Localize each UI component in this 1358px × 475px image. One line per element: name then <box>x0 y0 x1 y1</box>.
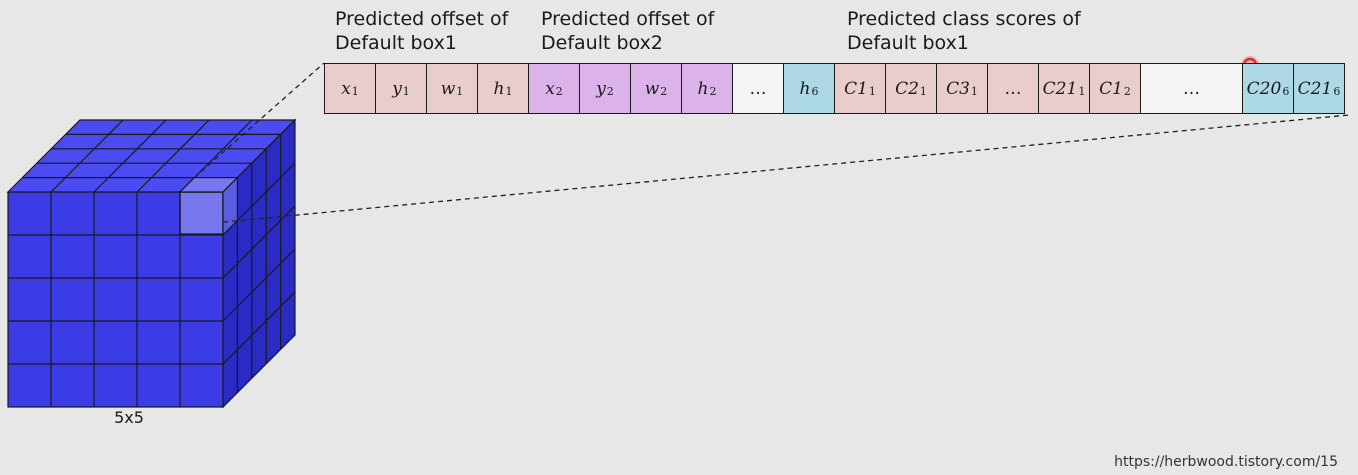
vector-cell: … <box>988 64 1039 113</box>
vector-cell-symbol: y <box>392 78 402 99</box>
vector-cell-symbol: C21 <box>1042 78 1078 99</box>
vector-cell-subscript: 2 <box>606 85 614 98</box>
label-offset-box1: Predicted offset of Default box1 <box>335 7 508 55</box>
vector-cell: C20 6 <box>1243 64 1294 113</box>
vector-cell-symbol: x <box>341 78 351 99</box>
vector-cell: C2 1 <box>886 64 937 113</box>
cube-label: 5x5 <box>114 408 144 427</box>
vector-cell: C1 2 <box>1090 64 1141 113</box>
vector-cell-subscript: 2 <box>709 85 717 98</box>
vector-cell-symbol: C1 <box>1099 78 1123 99</box>
vector-cell-subscript: 1 <box>1078 85 1086 98</box>
vector-cell-symbol: h <box>697 78 709 99</box>
vector-cell-symbol: … <box>1004 78 1022 99</box>
vector-cell-subscript: 1 <box>505 85 513 98</box>
vector-cell-symbol: x <box>545 78 555 99</box>
vector-cell-symbol: w <box>440 78 456 99</box>
vector-cell-symbol: h <box>799 78 811 99</box>
vector-cell-symbol: … <box>749 78 767 99</box>
cube-side-face <box>222 118 296 409</box>
vector-cell-subscript: 6 <box>1333 85 1341 98</box>
label-offset-box1-line2: Default box1 <box>335 32 457 54</box>
vector-cell-subscript: 6 <box>1282 85 1290 98</box>
vector-cell-symbol: w <box>644 78 660 99</box>
vector-cell-symbol: … <box>1183 78 1200 99</box>
vector-cell-subscript: 1 <box>919 85 927 98</box>
vector-cell-symbol: C1 <box>844 78 868 99</box>
cube-grid-line <box>222 248 296 322</box>
vector-cell: C3 1 <box>937 64 988 113</box>
label-class-box1-line2: Default box1 <box>847 32 969 54</box>
label-class-box1-line1: Predicted class scores of <box>847 8 1081 30</box>
vector-cell-subscript: 1 <box>351 85 359 98</box>
vector-cell-symbol: C3 <box>946 78 970 99</box>
vector-cell-subscript: 1 <box>402 85 410 98</box>
cube-grid-line <box>93 119 167 193</box>
vector-cell-symbol: h <box>493 78 505 99</box>
vector-cell-symbol: C2 <box>895 78 919 99</box>
label-offset-box2-line1: Predicted offset of <box>541 8 715 30</box>
vector-cell-symbol: C20 <box>1246 78 1282 99</box>
footer-url: https://herbwood.tistory.com/15 <box>1114 454 1338 470</box>
label-offset-box1-line1: Predicted offset of <box>335 8 509 30</box>
cube-grid-line <box>222 205 296 279</box>
vector-cell-symbol: y <box>596 78 606 99</box>
highlighted-cell <box>179 191 224 235</box>
cube-grid-line <box>50 119 124 193</box>
vector-cell: … <box>733 64 784 113</box>
vector-cell: … <box>1141 64 1243 113</box>
vector-cell-subscript: 1 <box>456 85 464 98</box>
label-class-box1: Predicted class scores of Default box1 <box>847 7 1081 55</box>
vector-cell: C1 1 <box>835 64 886 113</box>
vector-cell-subscript: 6 <box>811 85 819 98</box>
vector-cell: C21 1 <box>1039 64 1090 113</box>
cube-grid-line <box>136 119 210 193</box>
vector-cell-subscript: 2 <box>1123 85 1131 98</box>
vector-cell: C21 6 <box>1294 64 1345 113</box>
vector-cell-symbol: C21 <box>1297 78 1333 99</box>
vector-cell-subscript: 1 <box>970 85 978 98</box>
vector-cell-subscript: 2 <box>660 85 668 98</box>
cube-grid-line <box>222 291 296 365</box>
vector-cell-subscript: 1 <box>868 85 876 98</box>
vector-cell-subscript: 2 <box>555 85 563 98</box>
projection-line-bottom <box>222 114 1350 223</box>
output-vector: x 1 y 1 w 1 h 1 x 2 y 2 w 2 h 2… h 6 C1 1 C2 1 C3 1… C21 1 C1 2… C20… <box>324 63 1345 114</box>
projection-line-top <box>193 62 325 179</box>
label-offset-box2: Predicted offset of Default box2 <box>541 7 714 55</box>
label-offset-box2-line2: Default box2 <box>541 32 663 54</box>
